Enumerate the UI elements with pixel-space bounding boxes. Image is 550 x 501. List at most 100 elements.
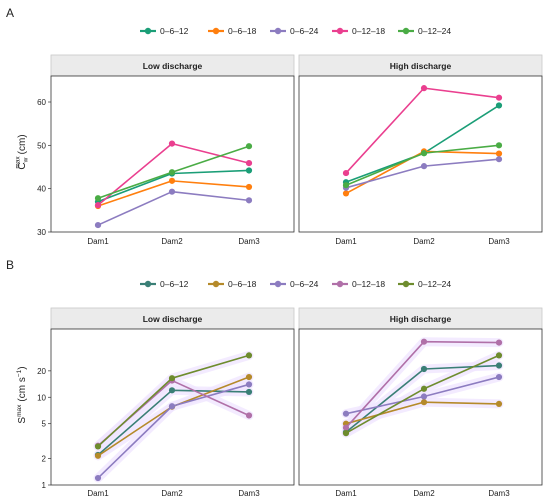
legend-item: 0–12–18 — [332, 279, 385, 289]
data-point — [495, 156, 503, 163]
facet-strip-label: Low discharge — [143, 314, 203, 324]
legend-marker — [144, 27, 152, 35]
axis-ticks: 1 2 5 10 20 — [37, 367, 51, 490]
legend-label: 0–6–18 — [228, 26, 257, 36]
data-point — [245, 167, 253, 174]
legend-b: 0–6–12 0–6–18 0–6–24 0–12–18 0–12–24 — [140, 279, 451, 289]
legend-marker — [212, 27, 220, 35]
y-tick-label: 5 — [42, 420, 47, 429]
legend-label: 0–6–18 — [228, 279, 257, 289]
legend-marker — [336, 27, 344, 35]
data-point — [495, 339, 503, 346]
legend-item: 0–6–24 — [270, 279, 319, 289]
legend-marker — [144, 280, 152, 288]
data-point — [168, 387, 176, 394]
y-label-unit: (cm s — [17, 377, 28, 401]
facet-strip-label: High discharge — [390, 314, 452, 324]
figure-a: A 0–6–12 0–6–18 0–6–24 0–12–18 — [6, 6, 543, 246]
data-point — [420, 365, 428, 373]
data-point — [168, 403, 176, 410]
data-point — [94, 202, 102, 209]
legend-marker — [274, 27, 282, 35]
data-point — [420, 399, 428, 406]
series-layer — [94, 140, 253, 229]
data-point — [245, 373, 253, 381]
data-point — [495, 94, 503, 101]
data-point — [495, 352, 503, 359]
data-point — [245, 160, 253, 167]
legend-item: 0–12–24 — [398, 26, 451, 36]
data-point — [245, 183, 253, 191]
legend-marker — [336, 280, 344, 288]
series-layer — [341, 337, 504, 438]
legend-marker — [212, 280, 220, 288]
data-point — [495, 373, 503, 381]
x-tick-label: Dam3 — [238, 489, 260, 498]
data-point — [420, 150, 428, 157]
y-tick-label: 60 — [37, 98, 46, 107]
y-axis-label-a: Cwmax (cm) — [15, 134, 30, 169]
legend-item: 0–6–12 — [140, 26, 189, 36]
facet-strip-label: High discharge — [390, 61, 452, 71]
legend-label: 0–6–12 — [160, 279, 189, 289]
y-label-close: ) — [17, 366, 28, 369]
y-label-main: S — [17, 417, 28, 424]
data-point — [420, 385, 428, 392]
data-point — [168, 375, 176, 382]
axis-ticks: 30 40 50 60 — [37, 98, 51, 237]
x-tick-label: Dam3 — [488, 489, 510, 498]
data-point — [94, 443, 102, 450]
y-tick-label: 40 — [37, 185, 46, 194]
data-point — [342, 410, 350, 417]
legend-item: 0–6–18 — [208, 26, 257, 36]
data-point — [420, 85, 428, 92]
figure-b: B 0–6–12 0–6–18 0–6–24 0–12–18 — [6, 258, 543, 498]
data-point — [495, 150, 503, 157]
legend-label: 0–12–18 — [352, 279, 385, 289]
data-point — [342, 424, 350, 431]
x-tick-label: Dam1 — [87, 237, 109, 246]
data-point — [495, 142, 503, 149]
data-point — [94, 474, 102, 482]
data-point — [342, 430, 350, 437]
facet-strip-label: Low discharge — [143, 61, 203, 71]
plot-area — [50, 75, 295, 233]
data-point — [245, 352, 253, 359]
data-point — [94, 195, 102, 202]
data-point — [94, 452, 102, 459]
y-tick-label: 10 — [37, 393, 46, 402]
data-point — [420, 393, 428, 400]
legend-label: 0–6–24 — [290, 26, 319, 36]
legend-a: 0–6–12 0–6–18 0–6–24 0–12–18 0–12–24 — [140, 26, 451, 36]
data-point — [342, 169, 350, 177]
x-tick-label: Dam1 — [87, 489, 109, 498]
legend-item: 0–6–18 — [208, 279, 257, 289]
data-point — [245, 143, 253, 150]
legend-label: 0–6–24 — [290, 279, 319, 289]
data-point — [245, 381, 253, 388]
y-label-main: C — [17, 162, 28, 169]
y-tick-label: 50 — [37, 141, 46, 150]
panel-b-high: High discharge Dam1 Dam2 Dam3 — [298, 307, 543, 498]
y-tick-label: 20 — [37, 367, 46, 376]
legend-label: 0–12–24 — [418, 26, 451, 36]
data-point — [168, 177, 176, 184]
y-axis-label-b: Smax (cm s−1) — [16, 366, 28, 423]
data-point — [495, 102, 503, 109]
panel-label-b: B — [6, 258, 14, 272]
x-tick-label: Dam3 — [238, 237, 260, 246]
legend-marker — [274, 280, 282, 288]
legend-label: 0–12–24 — [418, 279, 451, 289]
y-label-sub: w — [23, 157, 30, 163]
x-tick-label: Dam1 — [335, 489, 357, 498]
data-point — [168, 140, 176, 147]
y-label-sup: max — [15, 156, 22, 169]
data-point — [342, 182, 350, 189]
x-tick-label: Dam2 — [413, 237, 435, 246]
data-point — [420, 338, 428, 345]
y-label-unit-sup: −1 — [16, 369, 23, 377]
legend-label: 0–6–12 — [160, 26, 189, 36]
x-tick-label: Dam3 — [488, 237, 510, 246]
data-point — [495, 362, 503, 369]
